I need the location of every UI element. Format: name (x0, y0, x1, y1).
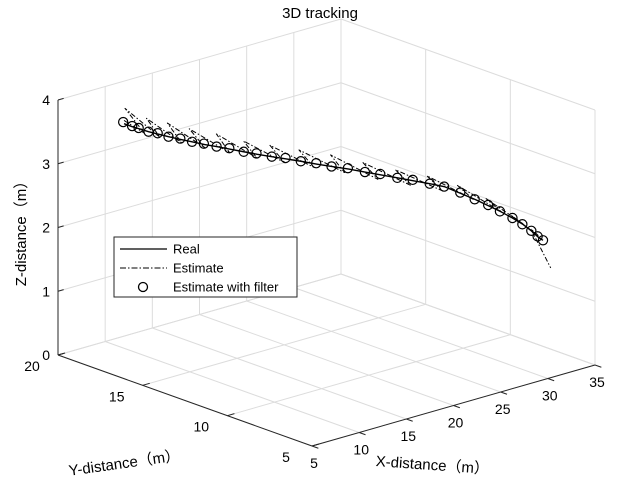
marker-estimate-with-filter (455, 187, 466, 198)
marker-estimate-with-filter (238, 146, 249, 157)
marker-estimate-with-filter (375, 168, 386, 180)
x-tick-mark (594, 364, 602, 368)
marker-estimate-with-filter (526, 225, 537, 236)
z-tick-mark (57, 225, 64, 228)
plot-series (117, 107, 552, 269)
legend: Real Estimate Estimate with filter (113, 236, 298, 298)
axis-lines (57, 97, 602, 449)
marker-estimate-with-filter (198, 138, 210, 149)
grid-wall-z (340, 82, 596, 175)
grid-floor-y (227, 334, 511, 417)
grid-floor-x (105, 341, 360, 433)
marker-estimate-with-filter (342, 162, 354, 174)
x-tick-mark (500, 391, 508, 395)
x-tick-label: 5 (310, 455, 318, 471)
legend-box (113, 236, 298, 298)
marker-estimate-with-filter (280, 152, 291, 164)
grid-floor-y (142, 303, 426, 386)
y-tick-label: 15 (109, 388, 125, 404)
legend-estimate-label: Estimate (173, 261, 224, 276)
marker-estimate-with-filter (266, 151, 278, 162)
z-tick-label: 1 (42, 283, 50, 299)
marker-estimate-with-filter (311, 158, 322, 169)
marker-estimate-with-filter (438, 181, 450, 192)
marker-estimate-with-filter (295, 156, 307, 167)
x-tick-label: 20 (448, 415, 464, 431)
marker-estimate-with-filter (224, 143, 235, 154)
x-tick-mark (311, 445, 319, 449)
marker-estimate-with-filter (163, 131, 174, 142)
marker-estimate-with-filter (326, 161, 337, 172)
grid-floor-x (199, 314, 454, 406)
y-axis-line (57, 354, 313, 447)
marker-estimate-with-filter (251, 148, 262, 159)
x-tick-mark (406, 418, 413, 422)
x-tick-mark (359, 432, 366, 436)
z-tick-mark (57, 97, 64, 101)
y-tick-label: 10 (194, 419, 210, 435)
series-line-estimate (123, 107, 552, 269)
x-tick-label: 25 (495, 401, 511, 417)
y-tick-mark (227, 413, 235, 417)
y-tick-mark (142, 382, 150, 386)
marker-estimate-with-filter (359, 166, 371, 178)
legend-filter-swatch (137, 281, 149, 293)
axes-panes (58, 19, 595, 365)
marker-estimate-with-filter (532, 231, 543, 242)
marker-estimate-with-filter (407, 174, 418, 186)
grid-wall-z (340, 18, 596, 111)
x-tick-label: 15 (401, 428, 417, 444)
x-axis-label: X-distance（m） (375, 453, 489, 478)
y-tick-mark (311, 443, 320, 447)
z-tick-mark (57, 289, 64, 292)
marker-estimate-with-filter (392, 172, 403, 184)
z-tick-label: 3 (42, 156, 50, 172)
grid-floor-x (246, 300, 501, 393)
marker-estimate-with-filter (133, 122, 144, 134)
y-axis-label: Y-distance（m） (68, 447, 181, 479)
z-tick-mark (57, 161, 64, 165)
grid-wall-z (340, 146, 596, 238)
marker-estimate-with-filter (175, 133, 186, 144)
z-tick-label: 2 (42, 220, 50, 236)
marker-estimate-with-filter (186, 136, 198, 147)
x-tick-mark (547, 378, 555, 382)
marker-estimate-with-filter (211, 141, 222, 152)
z-axis-label: Z-distance（m） (13, 174, 30, 287)
x-tick-mark (453, 405, 461, 409)
marker-estimate-with-filter (152, 128, 163, 139)
marker-estimate-with-filter (424, 178, 435, 189)
marker-estimate-with-filter (494, 206, 506, 217)
marker-estimate-with-filter (517, 219, 528, 230)
y-tick-label: 20 (24, 358, 40, 374)
grid-floor-x (293, 287, 548, 379)
z-tick-mark (57, 352, 64, 356)
legend-real-label: Real (173, 242, 200, 257)
x-tick-label: 30 (542, 388, 558, 404)
marker-estimate-with-filter (126, 120, 138, 132)
legend-filter-label: Estimate with filter (173, 280, 279, 295)
x-tick-label: 10 (353, 442, 369, 458)
marker-estimate-with-filter (537, 235, 549, 246)
z-tick-label: 0 (42, 347, 50, 363)
chart-title: 3D tracking (282, 5, 358, 22)
grid-wall-z (340, 209, 596, 302)
grid-wall-z (57, 82, 342, 165)
marker-estimate-with-filter (469, 194, 480, 205)
marker-estimate-with-filter (117, 116, 129, 128)
grid-wall-z (57, 18, 342, 101)
x-tick-label: 35 (589, 374, 605, 390)
marker-estimate-with-filter (482, 199, 494, 211)
marker-estimate-with-filter (507, 212, 518, 224)
z-tick-label: 4 (42, 92, 50, 108)
grid-wall-z (340, 273, 596, 366)
grid-floor-x (152, 327, 407, 420)
y-tick-label: 5 (282, 449, 290, 465)
